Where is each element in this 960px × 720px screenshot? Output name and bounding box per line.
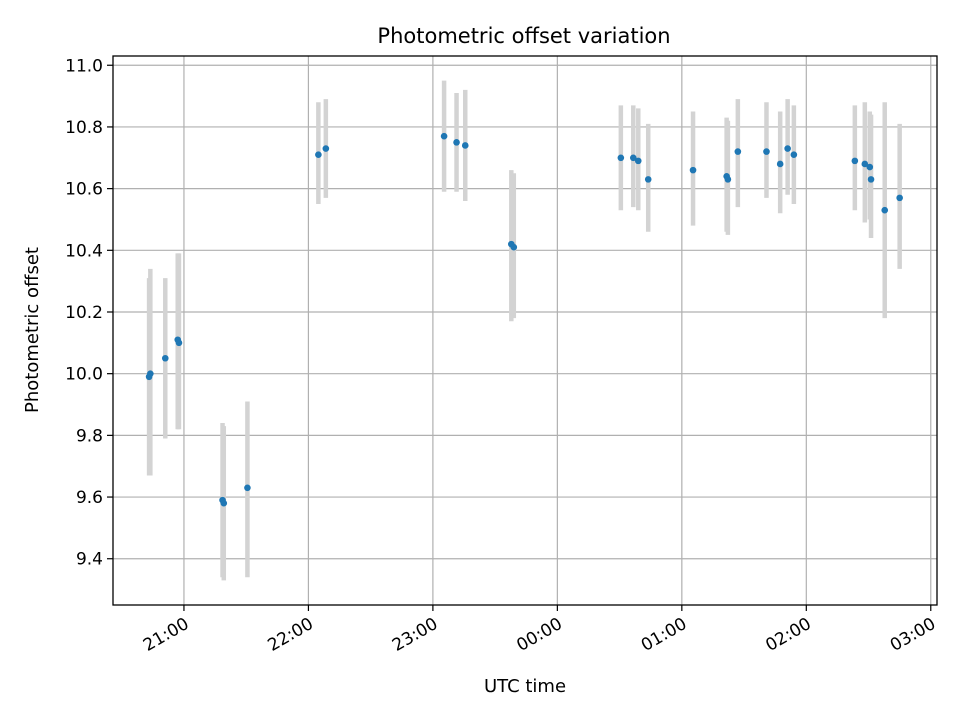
y-tick-label: 10.2 [65,303,103,323]
data-point [175,339,183,347]
data-point [689,166,697,174]
data-point [734,148,742,155]
data-point [867,176,875,183]
x-tick-label: 21:00 [140,614,192,656]
data-point [634,157,642,165]
x-tick-label: 01:00 [638,614,690,656]
data-point [315,151,322,158]
plot-frame [112,55,938,606]
data-point [861,160,869,168]
x-axis-label: UTC time [484,676,566,697]
y-tick-label: 9.4 [76,550,103,570]
x-tick-label: 22:00 [264,614,316,656]
data-point [763,148,770,155]
data-point [896,194,903,202]
data-point [644,176,652,183]
data-point [510,243,518,251]
data-point [790,151,798,158]
data-point [244,484,251,492]
y-tick-label: 9.6 [76,488,103,508]
chart-title: Photometric offset variation [377,24,670,48]
y-axis-ticks: 9.4 9.6 9.8 10.0 10.2 10.4 10.6 10.8 11.0 [65,56,113,570]
x-tick-label: 02:00 [762,614,814,656]
data-point [724,176,732,183]
data-point [220,499,228,507]
x-tick-label: 23:00 [389,614,441,656]
data-point [881,206,889,214]
data-point [617,154,625,162]
data-point [866,163,874,171]
data-point [322,145,330,152]
x-tick-label: 00:00 [513,614,565,656]
y-tick-label: 10.4 [65,241,103,261]
data-point [851,157,859,165]
y-axis-label: Photometric offset [22,247,43,413]
data-point [776,160,784,168]
y-tick-label: 10.0 [65,365,103,385]
x-axis-ticks: 21:00 22:00 23:00 00:00 01:00 02:00 03:00 [140,605,939,656]
y-tick-label: 11.0 [65,56,103,76]
data-points [145,132,903,507]
data-point [629,154,637,162]
data-point [453,139,460,146]
data-point [784,145,791,152]
data-point [440,132,448,140]
data-point [461,142,469,149]
y-tick-label: 10.6 [65,180,103,200]
y-tick-label: 10.8 [65,118,103,138]
y-tick-label: 9.8 [76,426,103,446]
error-bars [146,80,902,581]
data-point [147,370,154,377]
x-tick-label: 03:00 [887,614,939,656]
grid [113,56,937,605]
data-point [161,354,169,362]
